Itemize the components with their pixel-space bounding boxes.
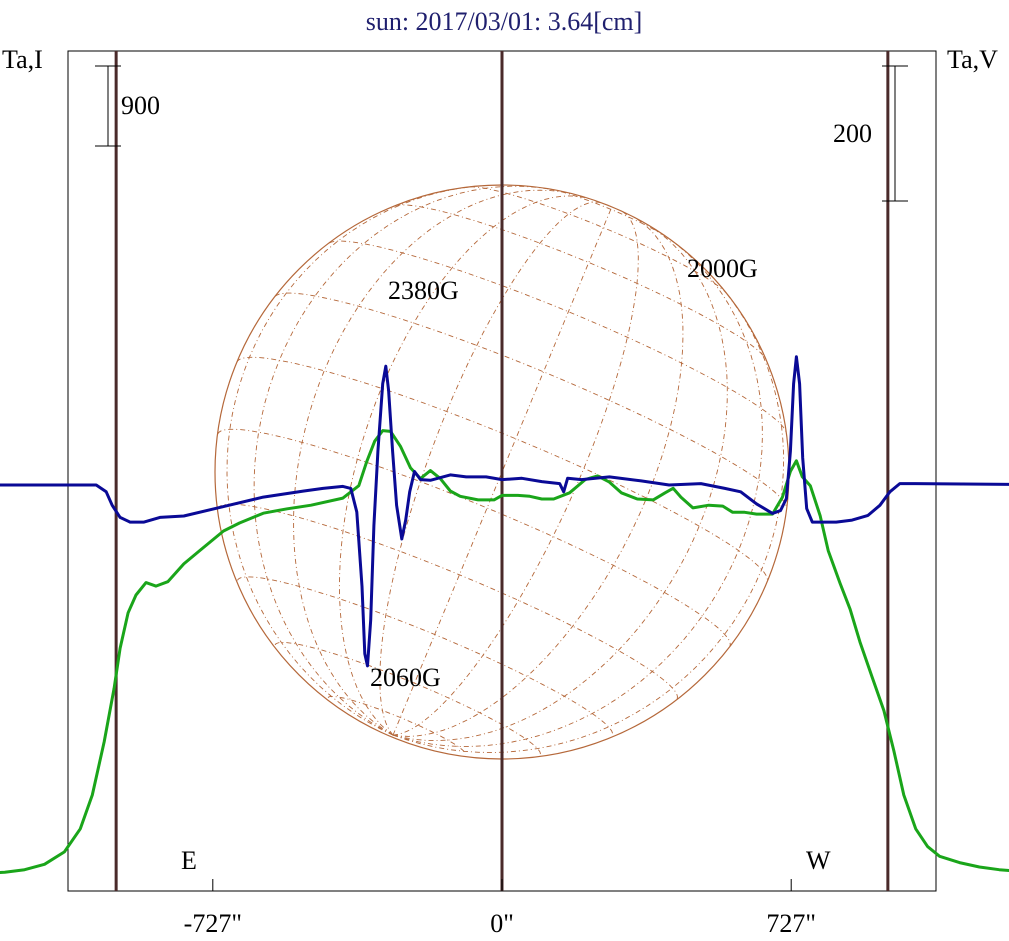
meridian-line [379,201,602,736]
left-axis-label: Ta,I [2,45,43,74]
parallel-line [329,240,787,433]
x-tick-label: 0" [490,909,514,938]
annotation-2000G: 2000G [687,254,758,283]
polarization-scale-label: 200 [833,119,872,148]
x-axis: -1453"-727"0"727"1453" [184,879,816,938]
meridian-line [392,225,728,742]
annotation-2380G: 2380G [388,276,459,305]
chart-title: sun: 2017/03/01: 3.64[cm] [366,7,643,36]
limb-lines [114,51,890,891]
series-group [0,355,1009,874]
parallel-line [395,204,767,360]
meridian-line [226,185,485,736]
x-tick-label: 727" [766,909,816,938]
intensity-series-line [0,429,1009,874]
intensity-scale-bar: 900 [95,65,160,147]
x-tick-label: -727" [184,909,242,938]
meridian-line [392,281,785,753]
parallel-line [236,356,768,582]
parallel-line [274,292,788,509]
meridian-line [338,195,591,736]
polarization-scale-bar: 200 [833,65,908,202]
parallel-line [327,695,466,755]
meridian-line [253,185,550,736]
meridian-line [392,215,684,737]
meridian-line [293,189,572,736]
meridian-line [392,237,763,747]
annotation-2060G: 2060G [370,663,441,692]
meridian-line [392,206,613,736]
parallel-line [274,642,541,755]
intensity-scale-label: 900 [121,91,160,120]
east-label: E [181,846,197,875]
right-axis-label: Ta,V [947,45,998,74]
polarization-series-line [0,355,1009,668]
parallel-line [217,428,731,647]
west-label: W [806,846,831,875]
parallel-line [217,503,678,699]
parallel-line [237,576,614,736]
parallel-line [549,188,669,239]
